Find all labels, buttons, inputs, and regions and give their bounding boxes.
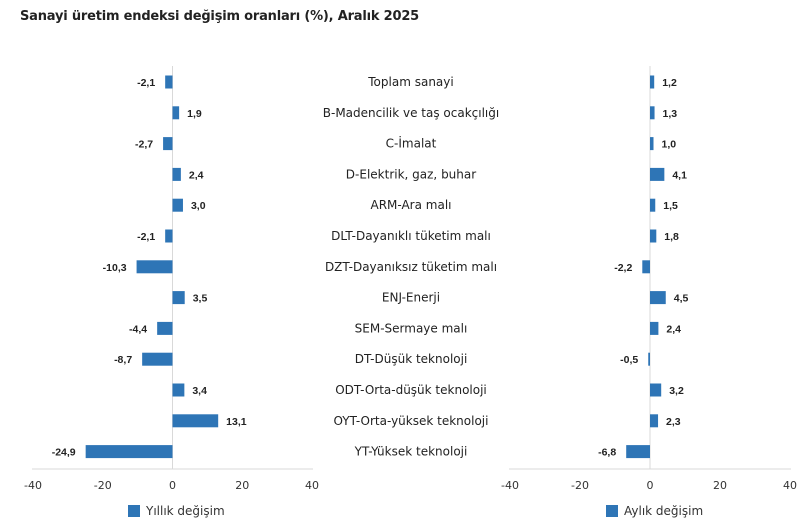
- category-label: ODT-Orta-düşük teknoloji: [335, 383, 487, 397]
- monthly-bar: [650, 291, 666, 305]
- monthly-value-label: -2,2: [614, 262, 632, 274]
- yearly-value-label: -24,9: [52, 447, 76, 459]
- category-label: D-Elektrik, gaz, buhar: [346, 167, 476, 181]
- monthly-value-label: 1,5: [663, 200, 678, 212]
- monthly-tick-label: -20: [571, 479, 589, 492]
- yearly-value-label: 13,1: [226, 416, 247, 428]
- monthly-value-label: 4,1: [672, 169, 687, 181]
- category-label: DZT-Dayanıksız tüketim malı: [325, 260, 497, 274]
- chart-title: Sanayi üretim endeksi değişim oranları (…: [20, 9, 420, 24]
- category-label: ENJ-Enerji: [382, 291, 440, 305]
- monthly-tick-label: -40: [501, 479, 519, 492]
- monthly-bar: [650, 321, 659, 335]
- yearly-value-label: -8,7: [114, 354, 132, 366]
- yearly-bar: [136, 260, 173, 274]
- monthly-tick-label: 20: [713, 479, 727, 492]
- monthly-bar: [650, 75, 655, 89]
- yearly-bar: [165, 75, 173, 89]
- yearly-value-label: -2,7: [135, 139, 153, 151]
- category-label: Toplam sanayi: [367, 75, 453, 89]
- monthly-value-label: -6,8: [598, 447, 616, 459]
- category-label: DT-Düşük teknoloji: [355, 352, 468, 366]
- yearly-tick-label: 0: [169, 479, 176, 492]
- yearly-value-label: 1,9: [187, 108, 202, 120]
- yearly-value-label: -10,3: [103, 262, 127, 274]
- yearly-legend-swatch: [128, 505, 140, 517]
- category-label: DLT-Dayanıklı tüketim malı: [331, 229, 491, 243]
- yearly-bar: [172, 198, 183, 212]
- yearly-legend-label: Yıllık değişim: [145, 504, 225, 518]
- monthly-value-label: 1,3: [663, 108, 678, 120]
- monthly-value-label: 1,8: [664, 231, 679, 243]
- monthly-value-label: 1,2: [662, 77, 677, 89]
- yearly-value-label: -4,4: [129, 323, 147, 335]
- monthly-bar: [650, 414, 659, 428]
- category-label: YT-Yüksek teknoloji: [354, 445, 468, 459]
- monthly-value-label: 3,2: [669, 385, 684, 397]
- category-label: OYT-Orta-yüksek teknoloji: [334, 414, 489, 428]
- category-label: ARM-Ara malı: [371, 198, 452, 212]
- yearly-tick-label: 40: [305, 479, 319, 492]
- yearly-bar: [142, 352, 173, 366]
- monthly-bar: [650, 167, 665, 181]
- yearly-bar: [172, 106, 180, 120]
- yearly-tick-label: -40: [24, 479, 42, 492]
- yearly-bar: [163, 137, 173, 151]
- category-label: C-İmalat: [386, 136, 437, 151]
- monthly-bar: [650, 383, 662, 397]
- yearly-bar: [172, 383, 185, 397]
- monthly-tick-label: 0: [647, 479, 654, 492]
- yearly-value-label: -2,1: [137, 231, 155, 243]
- monthly-tick-label: 40: [783, 479, 797, 492]
- monthly-value-label: -0,5: [620, 354, 638, 366]
- monthly-legend-swatch: [606, 505, 618, 517]
- yearly-bar: [165, 229, 173, 243]
- monthly-value-label: 4,5: [674, 293, 689, 305]
- monthly-bar: [626, 445, 650, 459]
- category-label: B-Madencilik ve taş ocakçılığı: [323, 106, 499, 120]
- yearly-value-label: -2,1: [137, 77, 155, 89]
- yearly-bar: [172, 167, 181, 181]
- monthly-bar: [650, 229, 657, 243]
- yearly-tick-label: -20: [94, 479, 112, 492]
- monthly-bar: [650, 137, 654, 151]
- monthly-bar: [642, 260, 650, 274]
- yearly-tick-label: 20: [235, 479, 249, 492]
- yearly-bar: [172, 414, 219, 428]
- yearly-value-label: 3,0: [191, 200, 206, 212]
- monthly-bar: [648, 352, 650, 366]
- yearly-value-label: 3,5: [193, 293, 208, 305]
- yearly-value-label: 3,4: [192, 385, 207, 397]
- monthly-legend-label: Aylık değişim: [624, 504, 703, 518]
- monthly-value-label: 2,3: [666, 416, 681, 428]
- yearly-bar: [85, 445, 173, 459]
- yearly-value-label: 2,4: [189, 169, 204, 181]
- monthly-value-label: 2,4: [666, 323, 681, 335]
- category-label: SEM-Sermaye malı: [355, 321, 468, 335]
- yearly-bar: [157, 321, 173, 335]
- yearly-bar: [172, 291, 185, 305]
- monthly-bar: [650, 106, 655, 120]
- monthly-bar: [650, 198, 656, 212]
- monthly-value-label: 1,0: [662, 139, 677, 151]
